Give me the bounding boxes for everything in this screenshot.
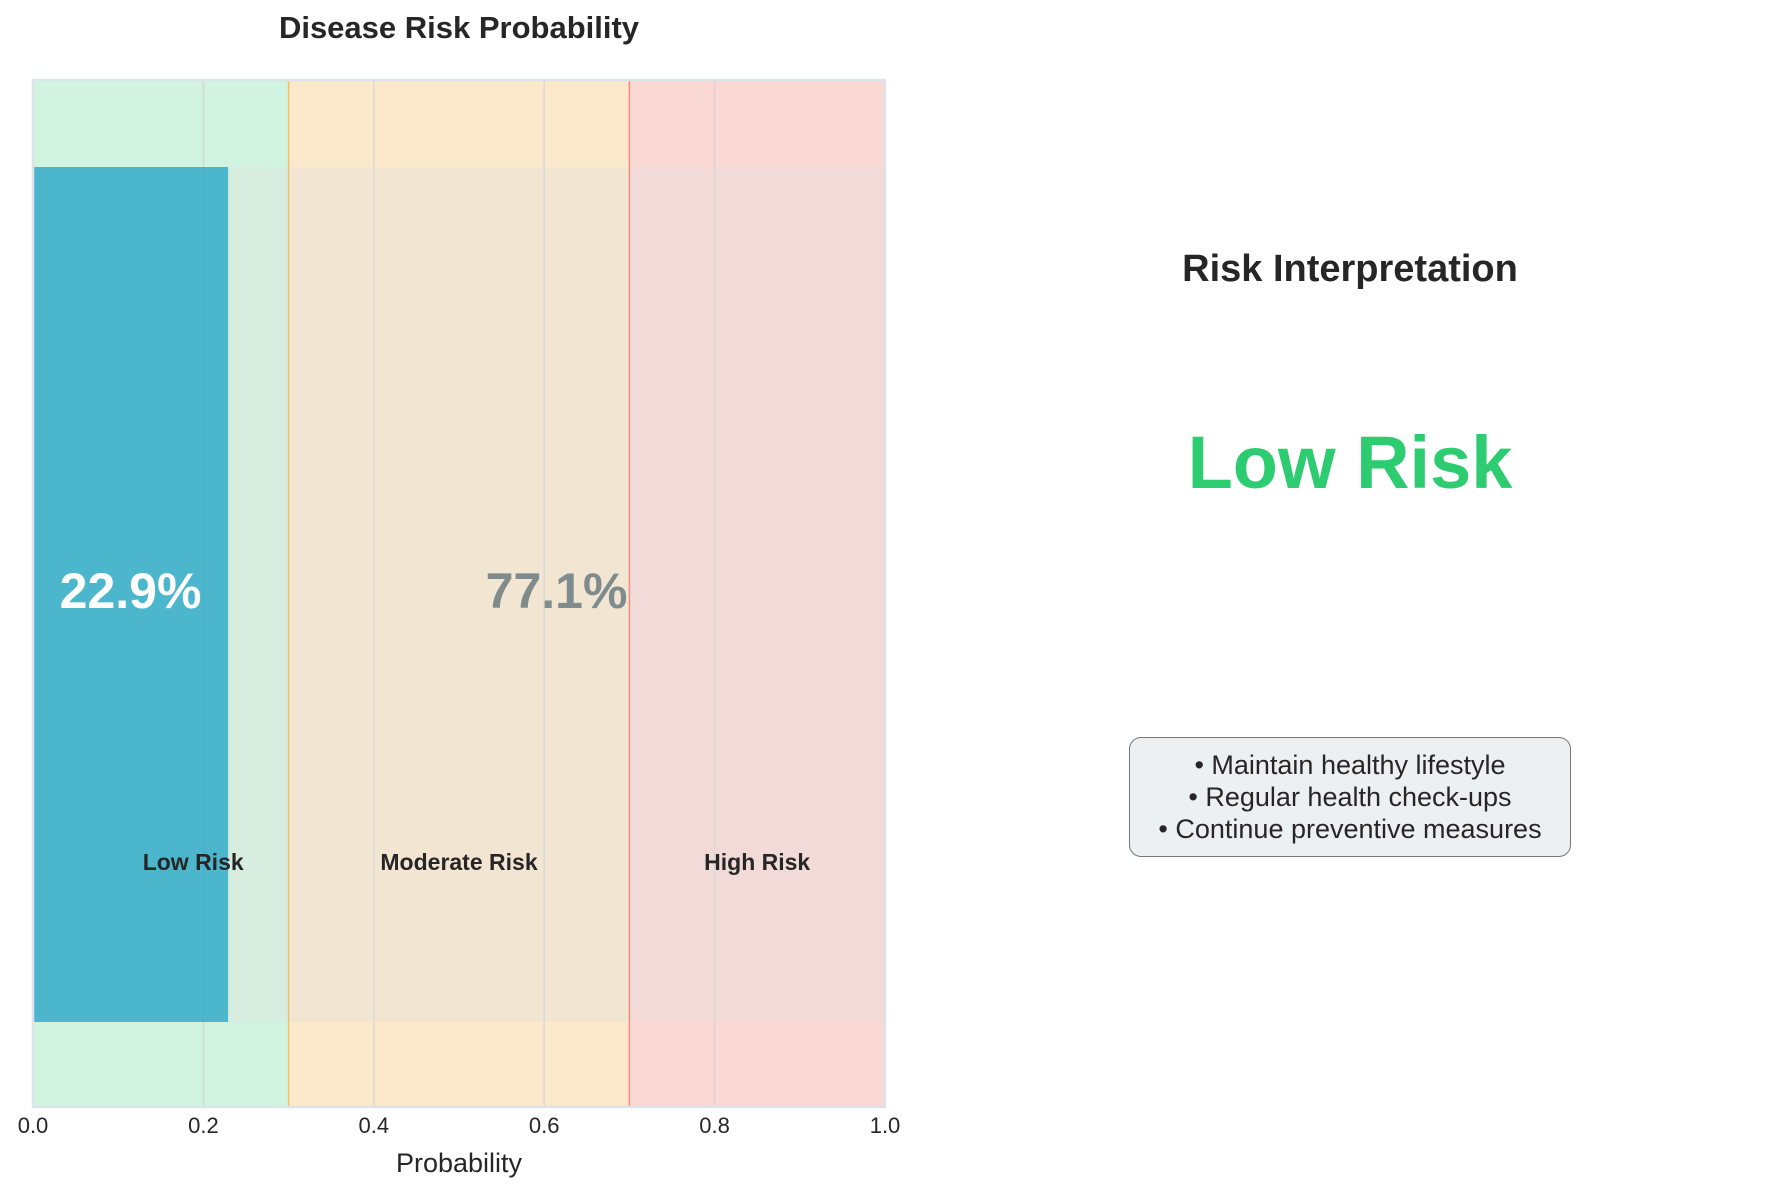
zone-label: Low Risk [143, 849, 244, 875]
risk-interpretation-panel: Risk Interpretation Low Risk • Maintain … [940, 0, 1784, 1186]
risk-zone-high-risk [629, 80, 885, 1107]
zone-label: High Risk [704, 849, 810, 875]
x-tick-label: 1.0 [870, 1113, 900, 1138]
x-tick-label: 0.6 [529, 1113, 560, 1138]
advice-box: • Maintain healthy lifestyle • Regular h… [1129, 737, 1571, 857]
bar-segment [33, 167, 229, 1022]
x-tick-label: 0.8 [699, 1113, 730, 1138]
segment-percentage-label: 77.1% [486, 563, 628, 619]
bar-segment [228, 167, 885, 1022]
risk-probability-chart: 22.9% 77.1% Low Risk Moderate Risk High Risk… [18, 10, 900, 1178]
risk-level-text: Low Risk [1187, 421, 1513, 504]
advice-item: • Regular health check-ups [1188, 782, 1512, 812]
segment-percentage-label: 22.9% [60, 563, 202, 619]
x-axis-label: Probability [396, 1148, 523, 1178]
advice-item: • Continue preventive measures [1158, 814, 1542, 844]
chart-title: Disease Risk Probability [279, 10, 640, 45]
plot-frame [31, 78, 887, 1109]
interpretation-title: Risk Interpretation [1182, 248, 1518, 290]
zone-label: Moderate Risk [380, 849, 537, 875]
x-tick-label: 0.4 [359, 1113, 390, 1138]
advice-item: • Maintain healthy lifestyle [1194, 750, 1506, 780]
risk-zone-moderate-risk [288, 80, 630, 1107]
x-tick-label: 0.0 [18, 1113, 49, 1138]
x-tick-label: 0.2 [188, 1113, 219, 1138]
